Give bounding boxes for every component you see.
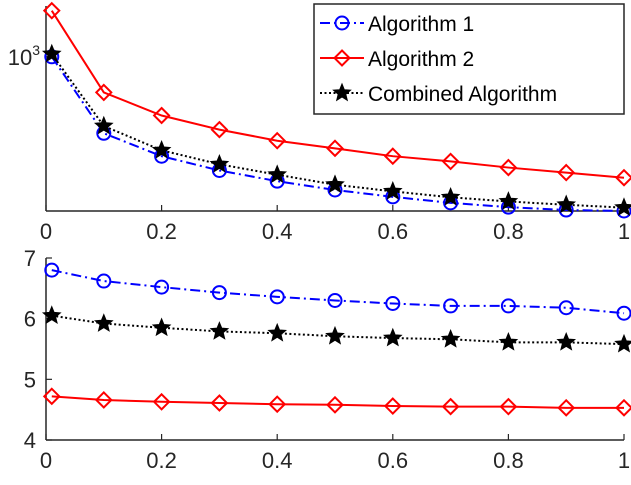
legend-entry: Algorithm 2 xyxy=(320,48,474,71)
y-tick-label: 6 xyxy=(24,307,36,332)
x-tick-label: 0 xyxy=(40,219,52,244)
legend-label: Algorithm 1 xyxy=(368,13,474,36)
x-tick-label: 0.2 xyxy=(146,448,177,473)
data-point xyxy=(325,325,345,345)
legend-entry: Combined Algorithm xyxy=(320,82,557,106)
data-point xyxy=(268,395,287,414)
data-point xyxy=(443,298,459,314)
data-point xyxy=(558,300,574,316)
data-point xyxy=(154,279,170,295)
x-tick-label: 1 xyxy=(618,448,630,473)
y-tick-label: 5 xyxy=(24,367,36,392)
data-point xyxy=(383,397,402,415)
legend-marker xyxy=(332,82,352,102)
y-tick-label: 7 xyxy=(24,246,36,271)
top-panel: 0 0.2 0.4 0.6 0.8 1 103 xyxy=(8,1,631,244)
x-tick-label: 0.8 xyxy=(493,219,524,244)
series-line xyxy=(51,269,625,315)
y-tick-label: 4 xyxy=(24,428,36,453)
data-point xyxy=(41,43,62,63)
data-point xyxy=(499,397,518,416)
data-point xyxy=(385,296,401,311)
series-line xyxy=(50,56,625,212)
data-point xyxy=(440,186,461,206)
data-point xyxy=(267,322,288,342)
legend-label: Combined Algorithm xyxy=(368,83,557,106)
data-point xyxy=(211,285,227,301)
series-algorithm-1 xyxy=(44,262,631,321)
data-point xyxy=(94,83,113,102)
data-point xyxy=(42,387,61,406)
data-point xyxy=(498,332,519,351)
data-point xyxy=(440,328,461,348)
data-point xyxy=(499,158,518,177)
x-tick-label: 0.6 xyxy=(378,448,409,473)
data-point xyxy=(42,1,61,20)
data-point xyxy=(326,395,344,414)
legend-marker xyxy=(333,49,351,67)
data-point xyxy=(441,397,460,416)
x-tick-label: 0 xyxy=(40,448,52,473)
series-algorithm-2 xyxy=(42,1,631,187)
data-point xyxy=(152,392,171,411)
data-point xyxy=(151,317,172,337)
data-point xyxy=(557,398,576,417)
x-tick-label: 0.6 xyxy=(378,219,409,244)
data-point xyxy=(210,120,229,139)
y-tick-label: 103 xyxy=(8,42,40,70)
data-point xyxy=(383,147,402,166)
data-point xyxy=(615,168,631,187)
data-point xyxy=(498,191,519,210)
data-point xyxy=(267,164,288,184)
x-tick-label: 0.8 xyxy=(493,448,524,473)
data-point xyxy=(382,181,403,200)
data-point xyxy=(557,163,576,182)
data-point xyxy=(151,139,172,159)
data-point xyxy=(41,305,62,324)
data-point xyxy=(326,139,344,158)
series-combined-algorithm xyxy=(41,305,631,353)
data-point xyxy=(210,394,229,412)
x-tick-label: 0.4 xyxy=(262,448,293,473)
data-point xyxy=(94,391,113,409)
data-point xyxy=(556,194,577,214)
data-point xyxy=(556,332,577,351)
data-point xyxy=(96,273,112,289)
legend-box xyxy=(313,3,625,115)
data-point xyxy=(614,333,631,353)
bottom-panel: 0 0.2 0.4 0.6 0.8 1 4 5 6 7 xyxy=(24,246,631,473)
data-point xyxy=(615,398,631,417)
legend-marker xyxy=(334,15,350,31)
data-point xyxy=(268,131,287,150)
data-point xyxy=(269,289,285,305)
data-point xyxy=(44,262,60,278)
series-line xyxy=(50,10,625,179)
data-point xyxy=(441,152,460,171)
data-point xyxy=(325,174,345,194)
data-point xyxy=(152,106,171,125)
data-point xyxy=(614,197,631,216)
legend-label: Algorithm 2 xyxy=(368,48,474,71)
data-point xyxy=(209,153,230,173)
y-tick-exponent: 3 xyxy=(32,42,40,58)
x-tick-label: 1 xyxy=(618,219,630,244)
series-line xyxy=(51,395,624,409)
series-line xyxy=(50,53,625,209)
legend-entry: Algorithm 1 xyxy=(320,13,474,36)
x-tick-label: 0.2 xyxy=(146,219,177,244)
data-point xyxy=(93,313,114,332)
data-point xyxy=(500,298,516,314)
data-point xyxy=(382,327,403,347)
y-tick-base: 10 xyxy=(8,45,32,70)
data-point xyxy=(93,115,114,135)
legend: Algorithm 1 Algorithm 2 Combined Algorithm xyxy=(313,3,625,115)
data-point xyxy=(209,321,230,340)
series-combined-algorithm xyxy=(41,43,631,216)
series-algorithm-2 xyxy=(42,387,631,417)
data-point xyxy=(327,292,343,308)
x-tick-label: 0.4 xyxy=(262,219,293,244)
